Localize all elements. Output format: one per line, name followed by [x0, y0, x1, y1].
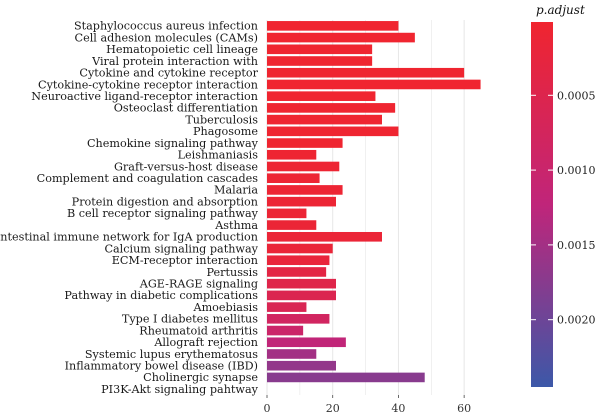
category-label: Malaria	[214, 184, 258, 197]
bar	[267, 267, 327, 277]
bar	[267, 325, 304, 336]
bars	[267, 21, 481, 383]
bar	[267, 126, 399, 137]
bar	[267, 372, 425, 383]
category-label: ECM-receptor interaction	[112, 254, 258, 267]
bar	[267, 349, 317, 359]
bar	[267, 103, 396, 113]
category-label: Leishmaniasis	[178, 149, 259, 162]
category-label: B cell receptor signaling pathway	[67, 207, 259, 220]
bar	[267, 173, 320, 184]
category-label: Hematopoietic cell lineage	[106, 43, 258, 56]
category-label: Viral protein interaction with	[91, 55, 258, 68]
category-label: Allograft rejection	[153, 336, 258, 349]
category-label: Pertussis	[207, 266, 259, 279]
bar	[267, 360, 336, 371]
bar	[267, 114, 382, 125]
bar	[267, 56, 373, 66]
bar	[267, 278, 336, 289]
category-label: AGE-RAGE signaling	[139, 277, 258, 290]
x-tick-label: 20	[326, 402, 340, 415]
category-label: Rheumatoid arthritis	[139, 324, 258, 337]
category-label: Cell adhesion molecules (CAMs)	[75, 31, 258, 44]
legend-tick-label: 0.0005	[557, 89, 596, 102]
category-label: Intestinal immune network for IgA produc…	[0, 231, 258, 244]
bar	[267, 243, 333, 254]
bar	[267, 32, 415, 43]
bar	[267, 138, 343, 148]
bar	[267, 255, 330, 266]
category-label: Cytokine and cytokine receptor	[79, 67, 258, 80]
x-tick-label: 0	[264, 402, 271, 415]
category-label: Type I diabetes mellitus	[122, 313, 258, 326]
category-label: Amoebiasis	[192, 301, 258, 314]
bar	[267, 161, 340, 172]
bar	[267, 208, 307, 219]
bar	[267, 231, 382, 242]
bar	[267, 149, 317, 160]
legend-title: p.adjust	[536, 3, 585, 17]
category-label: Systemic lupus erythematosus	[85, 348, 258, 361]
category-label: Staphylococcus aureus infection	[74, 20, 258, 33]
x-axis-ticks: 0 20 40 60	[264, 395, 471, 415]
legend-tick-label: 0.0020	[557, 314, 596, 327]
category-label: Asthma	[214, 219, 258, 232]
category-label: Complement and coagulation cascades	[37, 172, 259, 185]
bar	[267, 91, 376, 101]
bar	[267, 220, 317, 230]
category-label: Inflammatory bowel disease (IBD)	[65, 360, 258, 373]
category-label: Cytokine-cytokine receptor interaction	[38, 78, 258, 91]
bar	[267, 302, 307, 312]
bar	[267, 337, 346, 348]
category-label: Neuroactive ligand-receptor interaction	[31, 90, 258, 103]
x-tick-label: 60	[457, 402, 471, 415]
bar	[267, 314, 330, 324]
category-label: Chemokine signaling pathway	[87, 137, 259, 150]
bar	[267, 67, 465, 78]
legend-ticks: 0.0005 0.0010 0.0015 0.0020	[531, 89, 596, 327]
category-label: Pathway in diabetic complications	[64, 289, 258, 302]
category-label: PI3K-Akt signaling pahtway	[101, 383, 259, 396]
legend: p.adjust 0.0005 0.0010 0.0015 0.0020	[531, 3, 596, 387]
category-label: Graft-versus-host disease	[114, 160, 258, 173]
category-label: Cholinergic synapse	[143, 371, 258, 384]
category-label: Protein digestion and absorption	[72, 195, 258, 208]
bar	[267, 44, 373, 55]
category-label: Calcium signaling pathway	[104, 242, 258, 255]
legend-tick-label: 0.0015	[557, 239, 596, 252]
category-label: Phagosome	[193, 125, 258, 138]
bar	[267, 79, 481, 90]
bar	[267, 196, 336, 207]
bar	[267, 185, 343, 195]
category-label: Tuberculosis	[185, 113, 258, 126]
legend-colorbar	[531, 22, 553, 387]
legend-tick-label: 0.0010	[557, 164, 596, 177]
category-label: Osteoclast differentiation	[114, 102, 258, 115]
x-tick-label: 40	[391, 402, 405, 415]
bar	[267, 21, 399, 31]
bar	[267, 290, 336, 301]
